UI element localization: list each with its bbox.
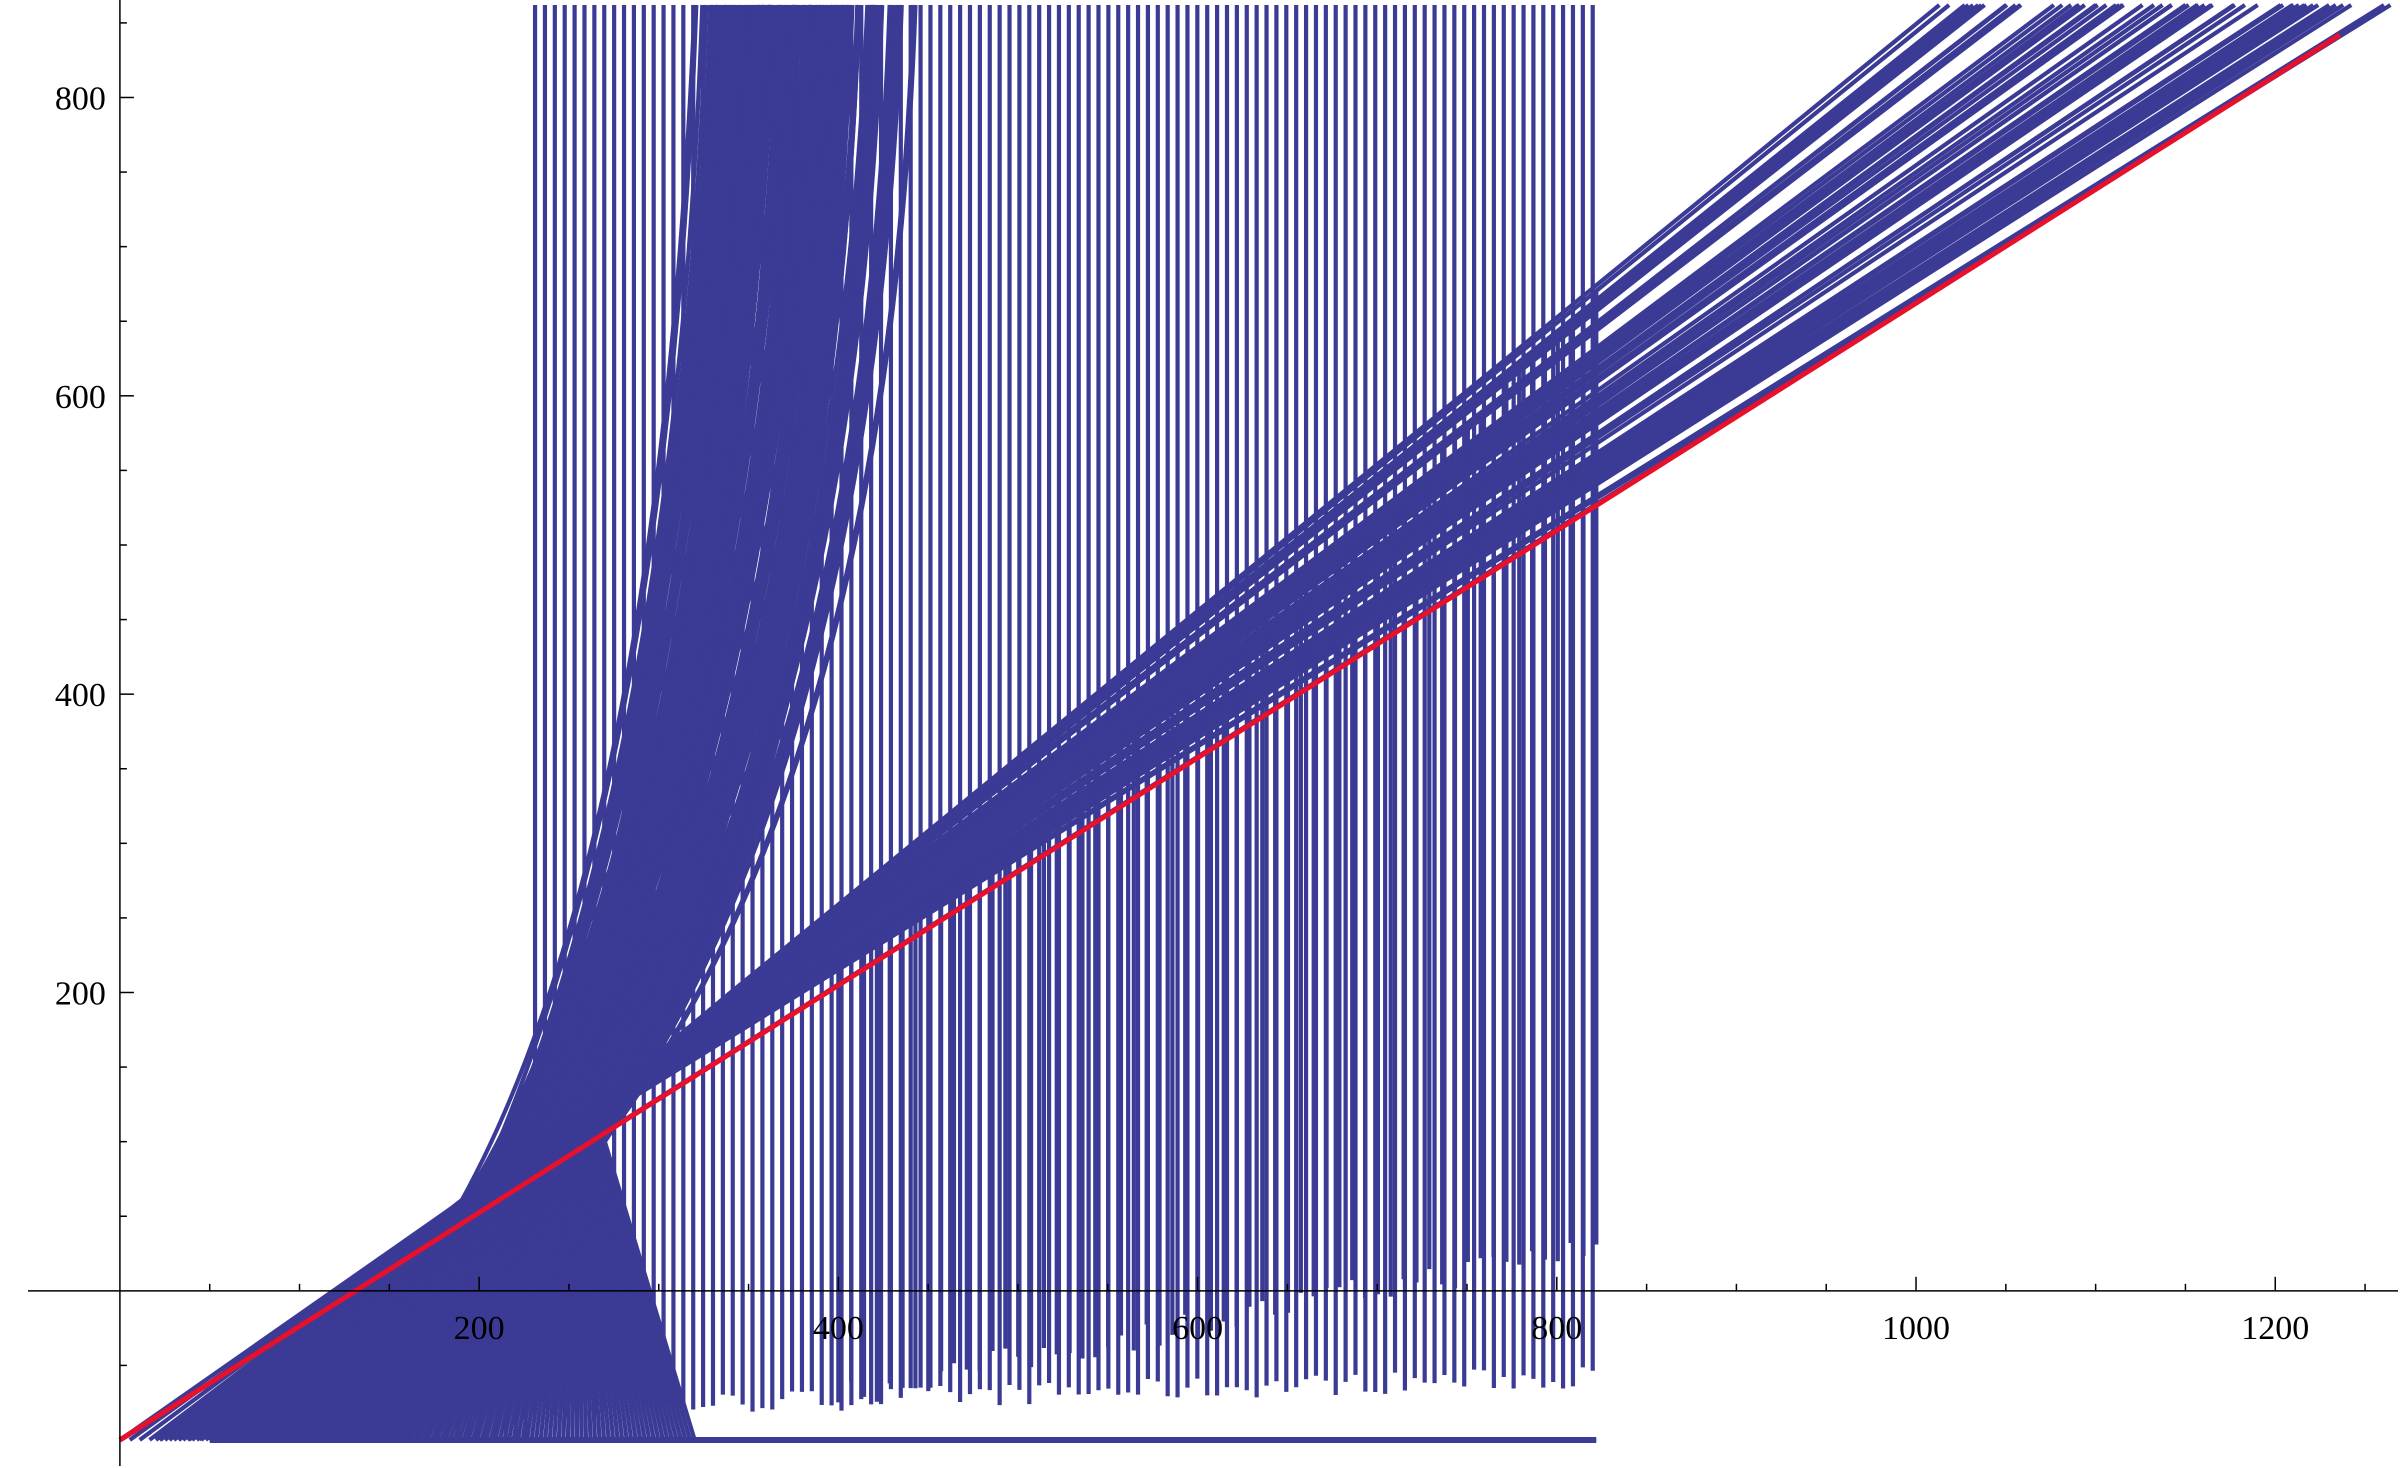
family-curve bbox=[348, 4, 763, 1442]
family-curve bbox=[475, 4, 798, 1441]
x-tick-label: 800 bbox=[1531, 1310, 1582, 1347]
family-curve bbox=[430, 4, 782, 1441]
family-diagonal bbox=[729, 3, 1951, 995]
family-diagonal bbox=[700, 3, 2023, 1019]
family-curve bbox=[258, 4, 721, 1442]
family-curve bbox=[154, 4, 699, 1442]
family-diagonal bbox=[583, 3, 2237, 1116]
family-curve bbox=[579, 4, 843, 1441]
family-curve bbox=[602, 4, 879, 1441]
x-axis-ticks: 200 400 600 800 1000 1200 bbox=[208, 1276, 2366, 1347]
family-curve bbox=[565, 4, 840, 1441]
y-tick-label: 400 bbox=[55, 677, 106, 714]
y-tick-label: 800 bbox=[55, 80, 106, 117]
family-curve bbox=[262, 4, 735, 1442]
y-axis-ticks: 200 400 600 800 bbox=[55, 22, 134, 1367]
family-curve bbox=[366, 4, 766, 1442]
family-curve bbox=[497, 4, 820, 1441]
family-diagonal bbox=[681, 3, 2056, 1034]
family-diagonal bbox=[648, 3, 2125, 1061]
axes: 200 400 600 800 1000 1200 200 400 600 800 bbox=[28, 0, 2398, 1466]
family-curve bbox=[375, 4, 771, 1442]
family-diagonal bbox=[721, 3, 1970, 1001]
family-curve bbox=[416, 4, 776, 1441]
y-tick-label: 200 bbox=[55, 975, 106, 1012]
family-curve bbox=[493, 4, 810, 1441]
family-curve bbox=[303, 4, 739, 1442]
x-tick-label: 1000 bbox=[1882, 1310, 1950, 1347]
reference-line bbox=[118, 32, 2342, 1443]
x-tick-label: 1200 bbox=[2241, 1310, 2309, 1347]
family-curve bbox=[543, 4, 824, 1441]
family-curve bbox=[585, 4, 855, 1441]
family-curve bbox=[552, 4, 836, 1441]
x-tick-label: 200 bbox=[454, 1310, 505, 1347]
family-diagonal bbox=[535, 3, 2331, 1156]
family-diagonal bbox=[568, 3, 2282, 1128]
red-reference-series bbox=[118, 32, 2342, 1443]
x-tick-label: 600 bbox=[1172, 1310, 1223, 1347]
family-diagonal bbox=[528, 3, 2345, 1162]
x-tick-label: 400 bbox=[813, 1310, 864, 1347]
y-tick-label: 600 bbox=[55, 379, 106, 416]
blue-curve-family bbox=[118, 3, 2392, 1443]
